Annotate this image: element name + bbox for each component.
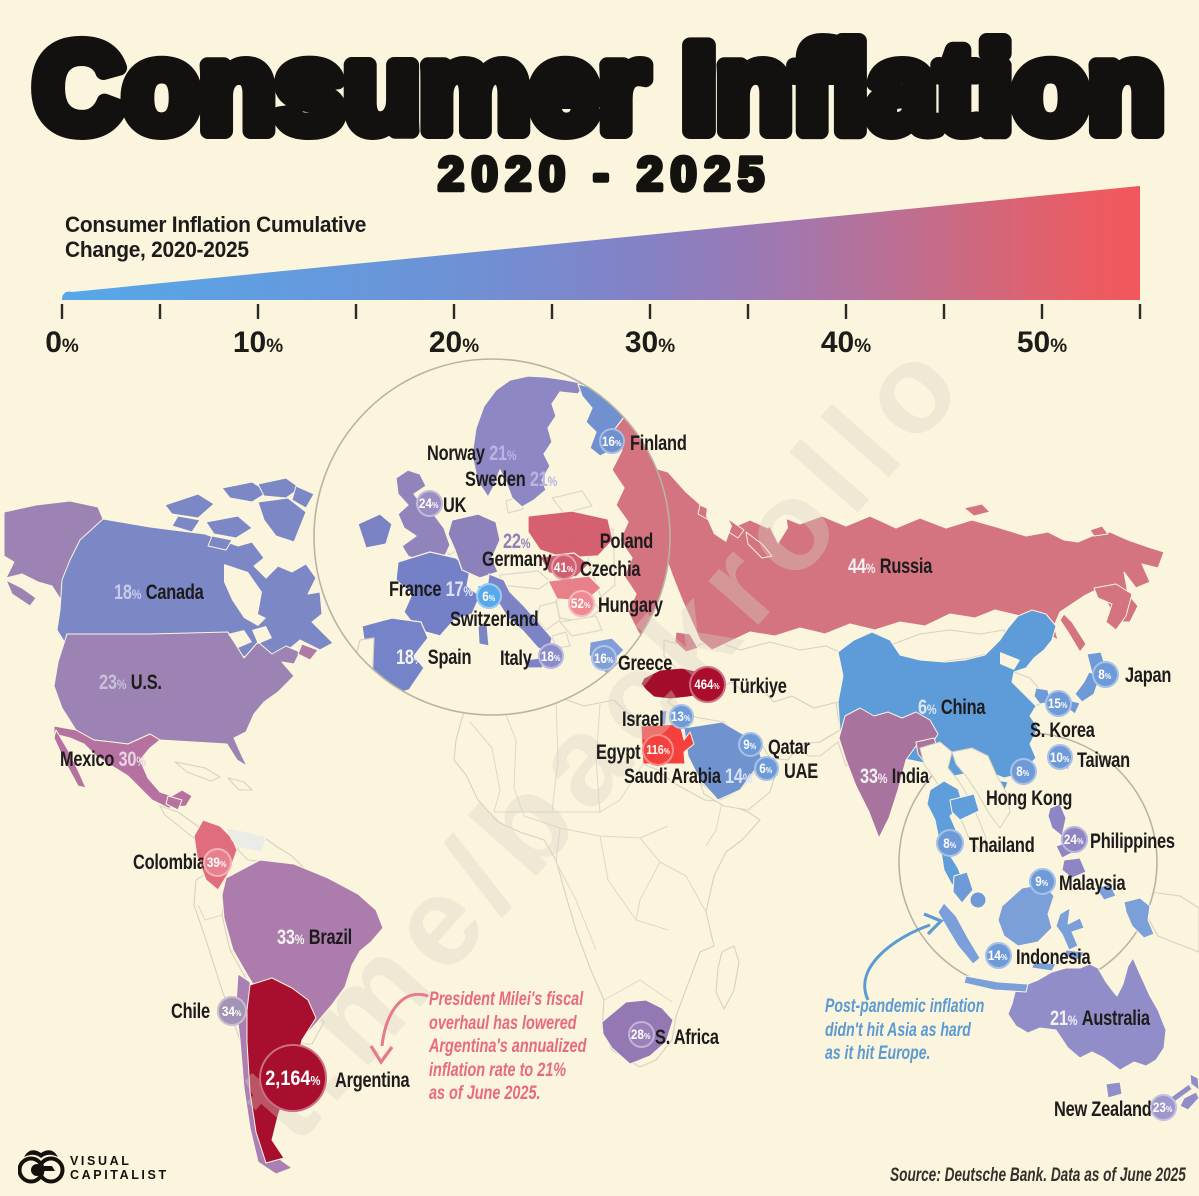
svg-text:2020 - 2025: 2020 - 2025 bbox=[438, 147, 776, 200]
svg-text:VISUAL: VISUAL bbox=[70, 1154, 131, 1168]
svg-text:CAPITALIST: CAPITALIST bbox=[70, 1168, 169, 1182]
svg-text:Consumer Inflation: Consumer Inflation bbox=[34, 20, 1166, 158]
svg-text:50%: 50% bbox=[1017, 326, 1067, 359]
